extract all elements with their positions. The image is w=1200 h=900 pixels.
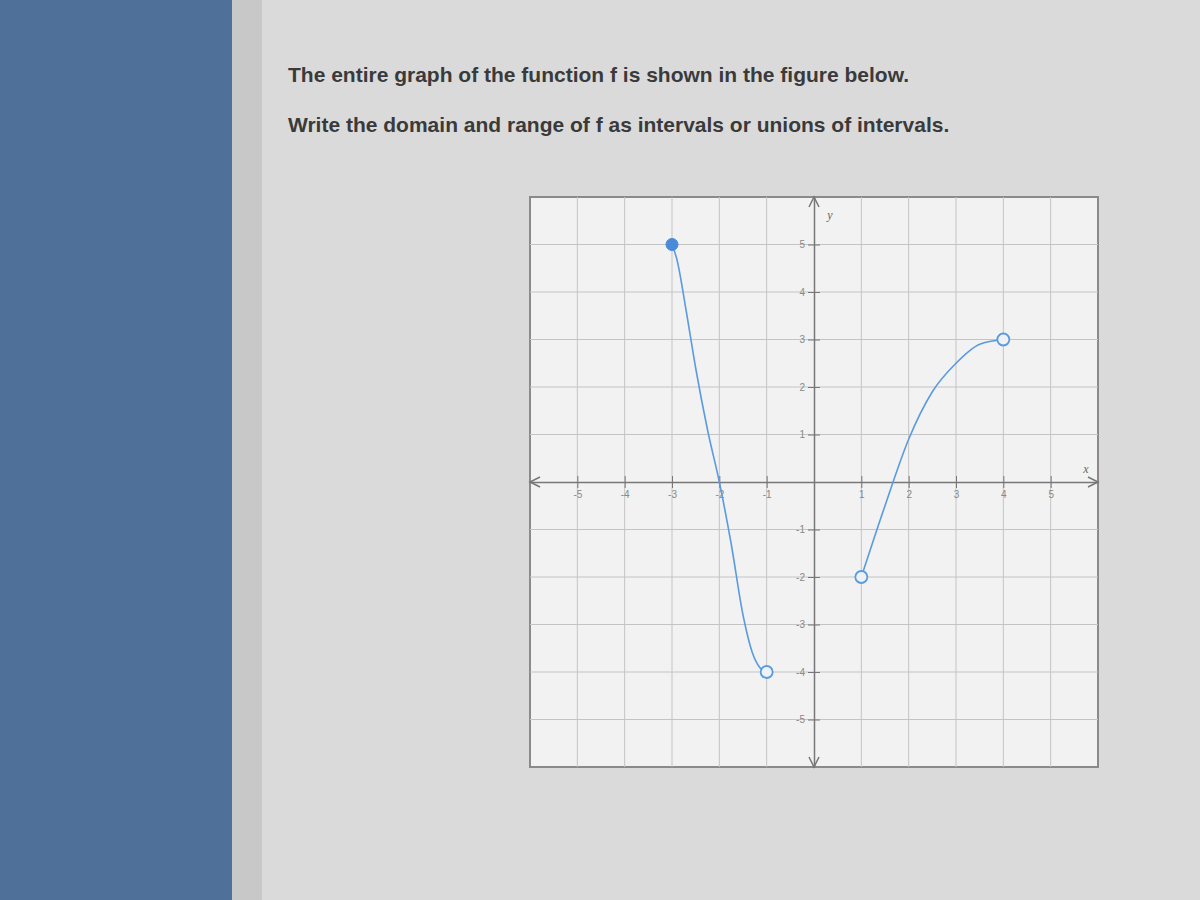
- x-tick-label: 5: [1048, 489, 1054, 500]
- x-tick-mark: [577, 476, 578, 488]
- x-tick: 5: [1048, 476, 1054, 500]
- x-tick-mark: [861, 476, 862, 488]
- x-tick: -1: [763, 476, 772, 500]
- y-tick: -5: [796, 714, 820, 725]
- axis-arrows: [530, 197, 1098, 767]
- x-tick-label: -3: [668, 489, 677, 500]
- y-tick-mark: [808, 672, 820, 673]
- x-axis-label: x: [1082, 462, 1089, 476]
- x-tick: 2: [906, 476, 912, 500]
- x-tick-label: 3: [954, 489, 960, 500]
- y-tick-mark: [808, 387, 820, 388]
- x-tick-mark: [1051, 476, 1052, 488]
- plot-frame: [530, 197, 1098, 767]
- plot-area: [666, 239, 1009, 679]
- y-tick-label: 3: [799, 334, 805, 345]
- y-tick-label: 1: [799, 429, 805, 440]
- closed-endpoint: [666, 239, 678, 251]
- x-tick-label: -5: [573, 489, 582, 500]
- y-tick: -1: [796, 524, 820, 535]
- x-tick: -4: [621, 476, 630, 500]
- x-tick-mark: [909, 476, 910, 488]
- subtitle: Write the domain and range of f as inter…: [288, 113, 949, 136]
- open-endpoint: [761, 666, 773, 678]
- x-tick-mark: [956, 476, 957, 488]
- x-tick: 3: [954, 476, 960, 500]
- y-arrow: [809, 757, 819, 767]
- y-arrow: [809, 197, 819, 207]
- y-tick: 2: [799, 382, 820, 393]
- y-tick-label: -1: [796, 524, 805, 535]
- y-tick-label: 5: [799, 239, 805, 250]
- x-tick: -3: [668, 476, 677, 500]
- y-tick: 4: [799, 287, 820, 298]
- page: The entire graph of the function f is sh…: [0, 0, 1200, 900]
- y-tick-label: -3: [796, 619, 805, 630]
- y-tick-label: -4: [796, 667, 805, 678]
- x-tick-label: -1: [763, 489, 772, 500]
- y-tick: -3: [796, 619, 820, 630]
- function-curve: [672, 245, 767, 673]
- x-tick-mark: [625, 476, 626, 488]
- x-tick-mark: [1003, 476, 1004, 488]
- x-arrow: [530, 477, 540, 487]
- y-axis: -5 -4 -3 -2 -1 1 2 3 4 5: [796, 198, 820, 768]
- y-tick-mark: [808, 720, 820, 721]
- y-tick-label: -2: [796, 572, 805, 583]
- panel-shadow: [232, 0, 262, 900]
- left-panel: [0, 0, 232, 900]
- y-tick-label: 2: [799, 382, 805, 393]
- function-curve: [861, 340, 1003, 578]
- x-tick-label: 1: [859, 489, 865, 500]
- grid: [530, 197, 1098, 767]
- x-arrow: [1088, 477, 1098, 487]
- x-tick-label: -4: [621, 489, 630, 500]
- y-tick-label: -5: [796, 714, 805, 725]
- y-tick-mark: [808, 435, 820, 436]
- title: The entire graph of the function f is sh…: [288, 63, 909, 86]
- open-endpoint: [855, 571, 867, 583]
- y-tick: 1: [799, 429, 820, 440]
- y-tick-mark: [808, 625, 820, 626]
- y-tick-label: 4: [799, 287, 805, 298]
- x-tick-label: 2: [906, 489, 912, 500]
- y-tick: -2: [796, 572, 820, 583]
- screen-background: [0, 0, 1200, 900]
- x-tick: 4: [1001, 476, 1007, 500]
- y-tick: 5: [799, 239, 820, 250]
- x-tick: 1: [859, 476, 865, 500]
- x-tick-mark: [672, 476, 673, 488]
- y-tick-mark: [808, 245, 820, 246]
- y-tick-mark: [808, 577, 820, 578]
- y-axis-label: y: [826, 208, 833, 222]
- y-tick-mark: [808, 530, 820, 531]
- y-tick: 3: [799, 334, 820, 345]
- y-axis-line: [814, 198, 816, 768]
- x-tick-mark: [767, 476, 768, 488]
- open-endpoint: [997, 334, 1009, 346]
- y-tick-mark: [808, 340, 820, 341]
- y-tick: -4: [796, 667, 820, 678]
- y-tick-mark: [808, 292, 820, 293]
- x-tick: -5: [573, 476, 582, 500]
- x-tick-label: 4: [1001, 489, 1007, 500]
